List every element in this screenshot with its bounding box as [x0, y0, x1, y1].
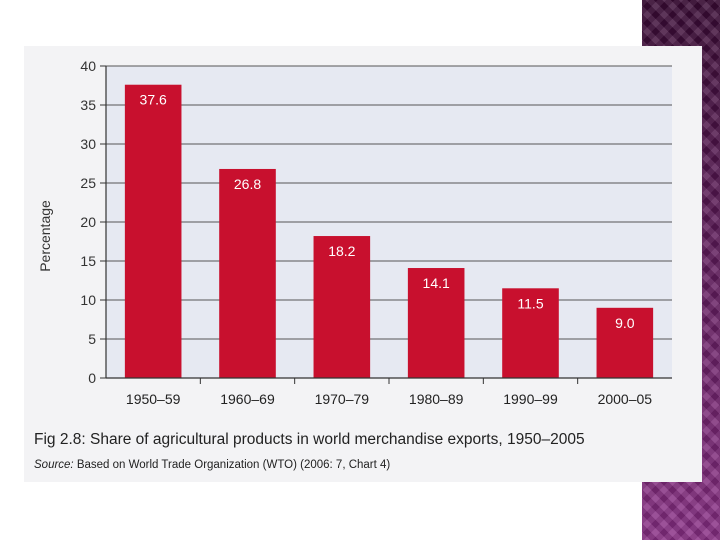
- x-tick-label: 1950–59: [126, 391, 181, 407]
- y-tick-label: 15: [80, 253, 96, 269]
- y-tick-label: 25: [80, 175, 96, 191]
- y-tick-label: 40: [80, 58, 96, 74]
- bar: [219, 168, 276, 378]
- bar: [124, 84, 182, 378]
- x-axis-ticks: 1950–59 1960–69 1970–79 1980–89 1990–99 2000–…: [126, 378, 652, 407]
- bar-value-label: 14.1: [423, 275, 450, 291]
- y-tick-label: 5: [88, 331, 96, 347]
- x-tick-label: 1980–89: [409, 391, 464, 407]
- bar: [407, 268, 465, 378]
- y-tick-label: 35: [80, 97, 96, 113]
- x-tick-label: 1990–99: [503, 391, 558, 407]
- y-tick-label: 0: [88, 370, 96, 386]
- grid-lines: [106, 65, 672, 340]
- bar-chart: 0 5 10 15 20 25 30 35 40 37.6 26.8 18.2 14.1 11.5 9.0…: [34, 58, 672, 471]
- source-prefix: Source:: [34, 459, 74, 471]
- bar: [502, 288, 559, 378]
- bars: 37.6 26.8 18.2 14.1 11.5 9.0: [124, 84, 654, 378]
- y-axis-label: Percentage: [37, 200, 53, 272]
- bar-value-label: 11.5: [517, 295, 543, 311]
- bar-value-label: 26.8: [234, 176, 261, 192]
- y-tick-label: 10: [80, 292, 96, 308]
- y-tick-label: 30: [80, 136, 96, 152]
- bar-value-label: 37.6: [140, 92, 167, 108]
- bar: [596, 307, 654, 378]
- chart-source: Source: Based on World Trade Organizatio…: [34, 459, 390, 471]
- bar-value-label: 9.0: [615, 315, 635, 331]
- x-tick-label: 2000–05: [598, 391, 653, 407]
- y-tick-label: 20: [80, 214, 96, 230]
- chart-title: Fig 2.8: Share of agricultural products …: [34, 431, 585, 448]
- y-axis-ticks: 0 5 10 15 20 25 30 35 40: [80, 58, 106, 386]
- chart-photo: 0 5 10 15 20 25 30 35 40 37.6 26.8 18.2 14.1 11.5 9.0…: [24, 46, 702, 482]
- x-tick-label: 1960–69: [220, 391, 275, 407]
- bar-value-label: 18.2: [328, 243, 355, 259]
- source-text: Based on World Trade Organization (WTO) …: [74, 459, 391, 471]
- x-tick-label: 1970–79: [315, 391, 370, 407]
- bar: [313, 236, 371, 378]
